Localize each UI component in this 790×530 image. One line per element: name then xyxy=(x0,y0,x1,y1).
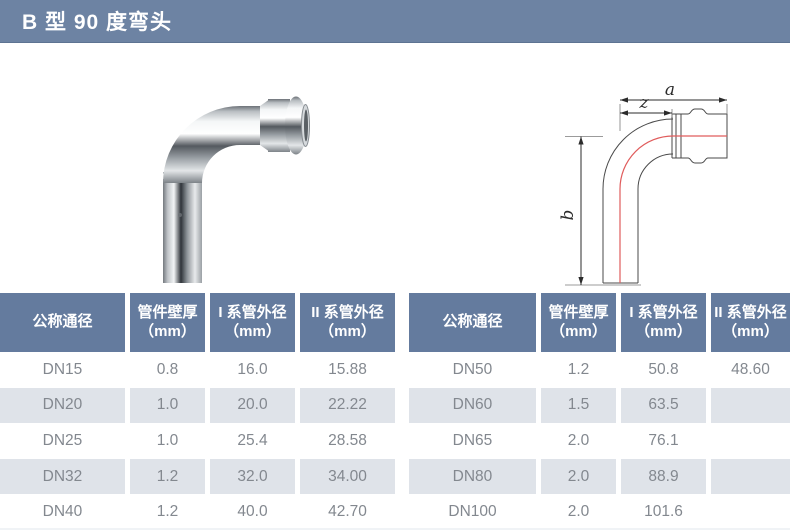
table-cell: 1.5 xyxy=(541,387,616,424)
table-cell: 1.2 xyxy=(130,458,205,495)
table-cell: 2.0 xyxy=(541,458,616,495)
column-header: I 系管外径 （mm） xyxy=(621,293,706,352)
table-cell: 1.2 xyxy=(156,503,179,521)
header-line: II 系管外径 xyxy=(311,303,384,321)
table-row: DN25 1.0 25.4 28.58 xyxy=(0,423,395,459)
column-header: 公称通径 xyxy=(0,293,125,352)
elbow-bend xyxy=(163,106,262,183)
table-row: DN15 0.8 16.0 15.88 xyxy=(0,352,395,388)
page-title: B 型 90 度弯头 xyxy=(22,11,173,34)
table-cell: DN20 xyxy=(0,387,125,424)
table-cell: 34.00 xyxy=(300,458,395,495)
table-cell: DN60 xyxy=(409,387,536,424)
header-line: 公称通径 xyxy=(442,313,503,331)
table-cell: DN15 xyxy=(42,360,83,378)
header-line: 管件壁厚 xyxy=(137,303,198,321)
table-row: DN60 1.5 63.5 xyxy=(409,387,790,424)
table-cell: 0.8 xyxy=(156,360,179,378)
table-cell: DN50 xyxy=(452,360,493,378)
table-cell: 101.6 xyxy=(644,503,683,521)
socket-cone xyxy=(260,99,270,152)
table-cell: DN40 xyxy=(42,503,83,521)
dimension-diagram: a z b xyxy=(558,80,728,286)
table-cell: 50.8 xyxy=(648,360,679,378)
table-cell: 15.88 xyxy=(328,360,367,378)
table-cell: DN32 xyxy=(0,458,125,495)
table-cell: 28.58 xyxy=(328,431,367,449)
header-line: 公称通径 xyxy=(32,313,93,331)
spec-table-right: 公称通径 管件壁厚 （mm） I 系管外径 （mm） II 系管外径 （mm） DN5… xyxy=(409,293,790,530)
elbow-vertical-leg xyxy=(163,179,202,283)
table-cell: 22.22 xyxy=(300,387,395,424)
dim-a: a xyxy=(620,80,727,103)
table-row: DN32 1.2 32.0 34.00 xyxy=(0,458,395,495)
table-row: DN65 2.0 76.1 xyxy=(409,423,790,459)
header-line: （mm） xyxy=(319,322,376,340)
table-cell: 63.5 xyxy=(621,387,706,424)
cutoff-next-row-hint xyxy=(0,528,790,530)
header-line: 管件壁厚 xyxy=(548,303,609,321)
elbow-photo xyxy=(163,96,310,283)
table-cell: 1.0 xyxy=(130,387,205,424)
column-header: 管件壁厚 （mm） xyxy=(541,293,616,352)
table-cell: 16.0 xyxy=(237,360,268,378)
table-cell: DN80 xyxy=(409,458,536,495)
table-cell xyxy=(711,423,790,459)
dim-z: z xyxy=(620,93,672,116)
header-line: I 系管外径 xyxy=(629,303,698,321)
dim-b: b xyxy=(558,136,584,285)
socket-body xyxy=(268,99,290,152)
column-header: 管件壁厚 （mm） xyxy=(130,293,205,352)
socket-bore xyxy=(304,109,308,142)
table-cell xyxy=(711,458,790,495)
header-line: （mm） xyxy=(224,322,281,340)
header-line: （mm） xyxy=(722,322,779,340)
column-header: I 系管外径 （mm） xyxy=(210,293,295,352)
elbow-outline xyxy=(602,108,728,284)
table-cell: DN100 xyxy=(448,503,497,521)
table-cell xyxy=(711,387,790,424)
table-header-row: 公称通径 管件壁厚 （mm） I 系管外径 （mm） II 系管外径 （mm） xyxy=(409,293,790,352)
header-line: （mm） xyxy=(635,322,692,340)
table-cell xyxy=(711,494,790,530)
table-cell: 2.0 xyxy=(567,503,590,521)
table-cell: 76.1 xyxy=(648,431,679,449)
red-centerline xyxy=(619,135,727,283)
table-cell: 1.0 xyxy=(156,431,179,449)
table-row: DN40 1.2 40.0 42.70 xyxy=(0,494,395,530)
table-cell: DN65 xyxy=(452,431,493,449)
table-row: DN100 2.0 101.6 xyxy=(409,494,790,530)
table-cell: DN25 xyxy=(42,431,83,449)
column-header: II 系管外径 （mm） xyxy=(300,293,395,352)
table-row: DN20 1.0 20.0 22.22 xyxy=(0,387,395,424)
table-cell: 88.9 xyxy=(621,458,706,495)
table-cell: 2.0 xyxy=(567,431,590,449)
title-bar: B 型 90 度弯头 xyxy=(0,0,790,43)
table-header-row: 公称通径 管件壁厚 （mm） I 系管外径 （mm） II 系管外径 （mm） xyxy=(0,293,395,352)
table-row: DN80 2.0 88.9 xyxy=(409,458,790,495)
header-line: II 系管外径 xyxy=(714,303,787,321)
logo-dot xyxy=(178,213,182,217)
table-cell: 1.2 xyxy=(567,360,590,378)
column-header: II 系管外径 （mm） xyxy=(711,293,790,352)
header-line: I 系管外径 xyxy=(218,303,287,321)
dim-label-a: a xyxy=(665,80,675,100)
column-header: 公称通径 xyxy=(409,293,536,352)
dim-label-b: b xyxy=(558,210,578,221)
table-cell: 20.0 xyxy=(210,387,295,424)
table-cell: 48.60 xyxy=(731,360,770,378)
spec-table-left: 公称通径 管件壁厚 （mm） I 系管外径 （mm） II 系管外径 （mm） DN1… xyxy=(0,293,395,530)
table-row: DN50 1.2 50.8 48.60 xyxy=(409,352,790,388)
extension-lines xyxy=(565,104,728,286)
press-bead xyxy=(285,96,307,155)
table-cell: 42.70 xyxy=(328,503,367,521)
dim-label-z: z xyxy=(639,93,650,113)
table-cell: 32.0 xyxy=(210,458,295,495)
header-line: （mm） xyxy=(550,322,607,340)
table-cell: 40.0 xyxy=(237,503,268,521)
table-cell: 25.4 xyxy=(237,431,268,449)
header-line: （mm） xyxy=(139,322,196,340)
